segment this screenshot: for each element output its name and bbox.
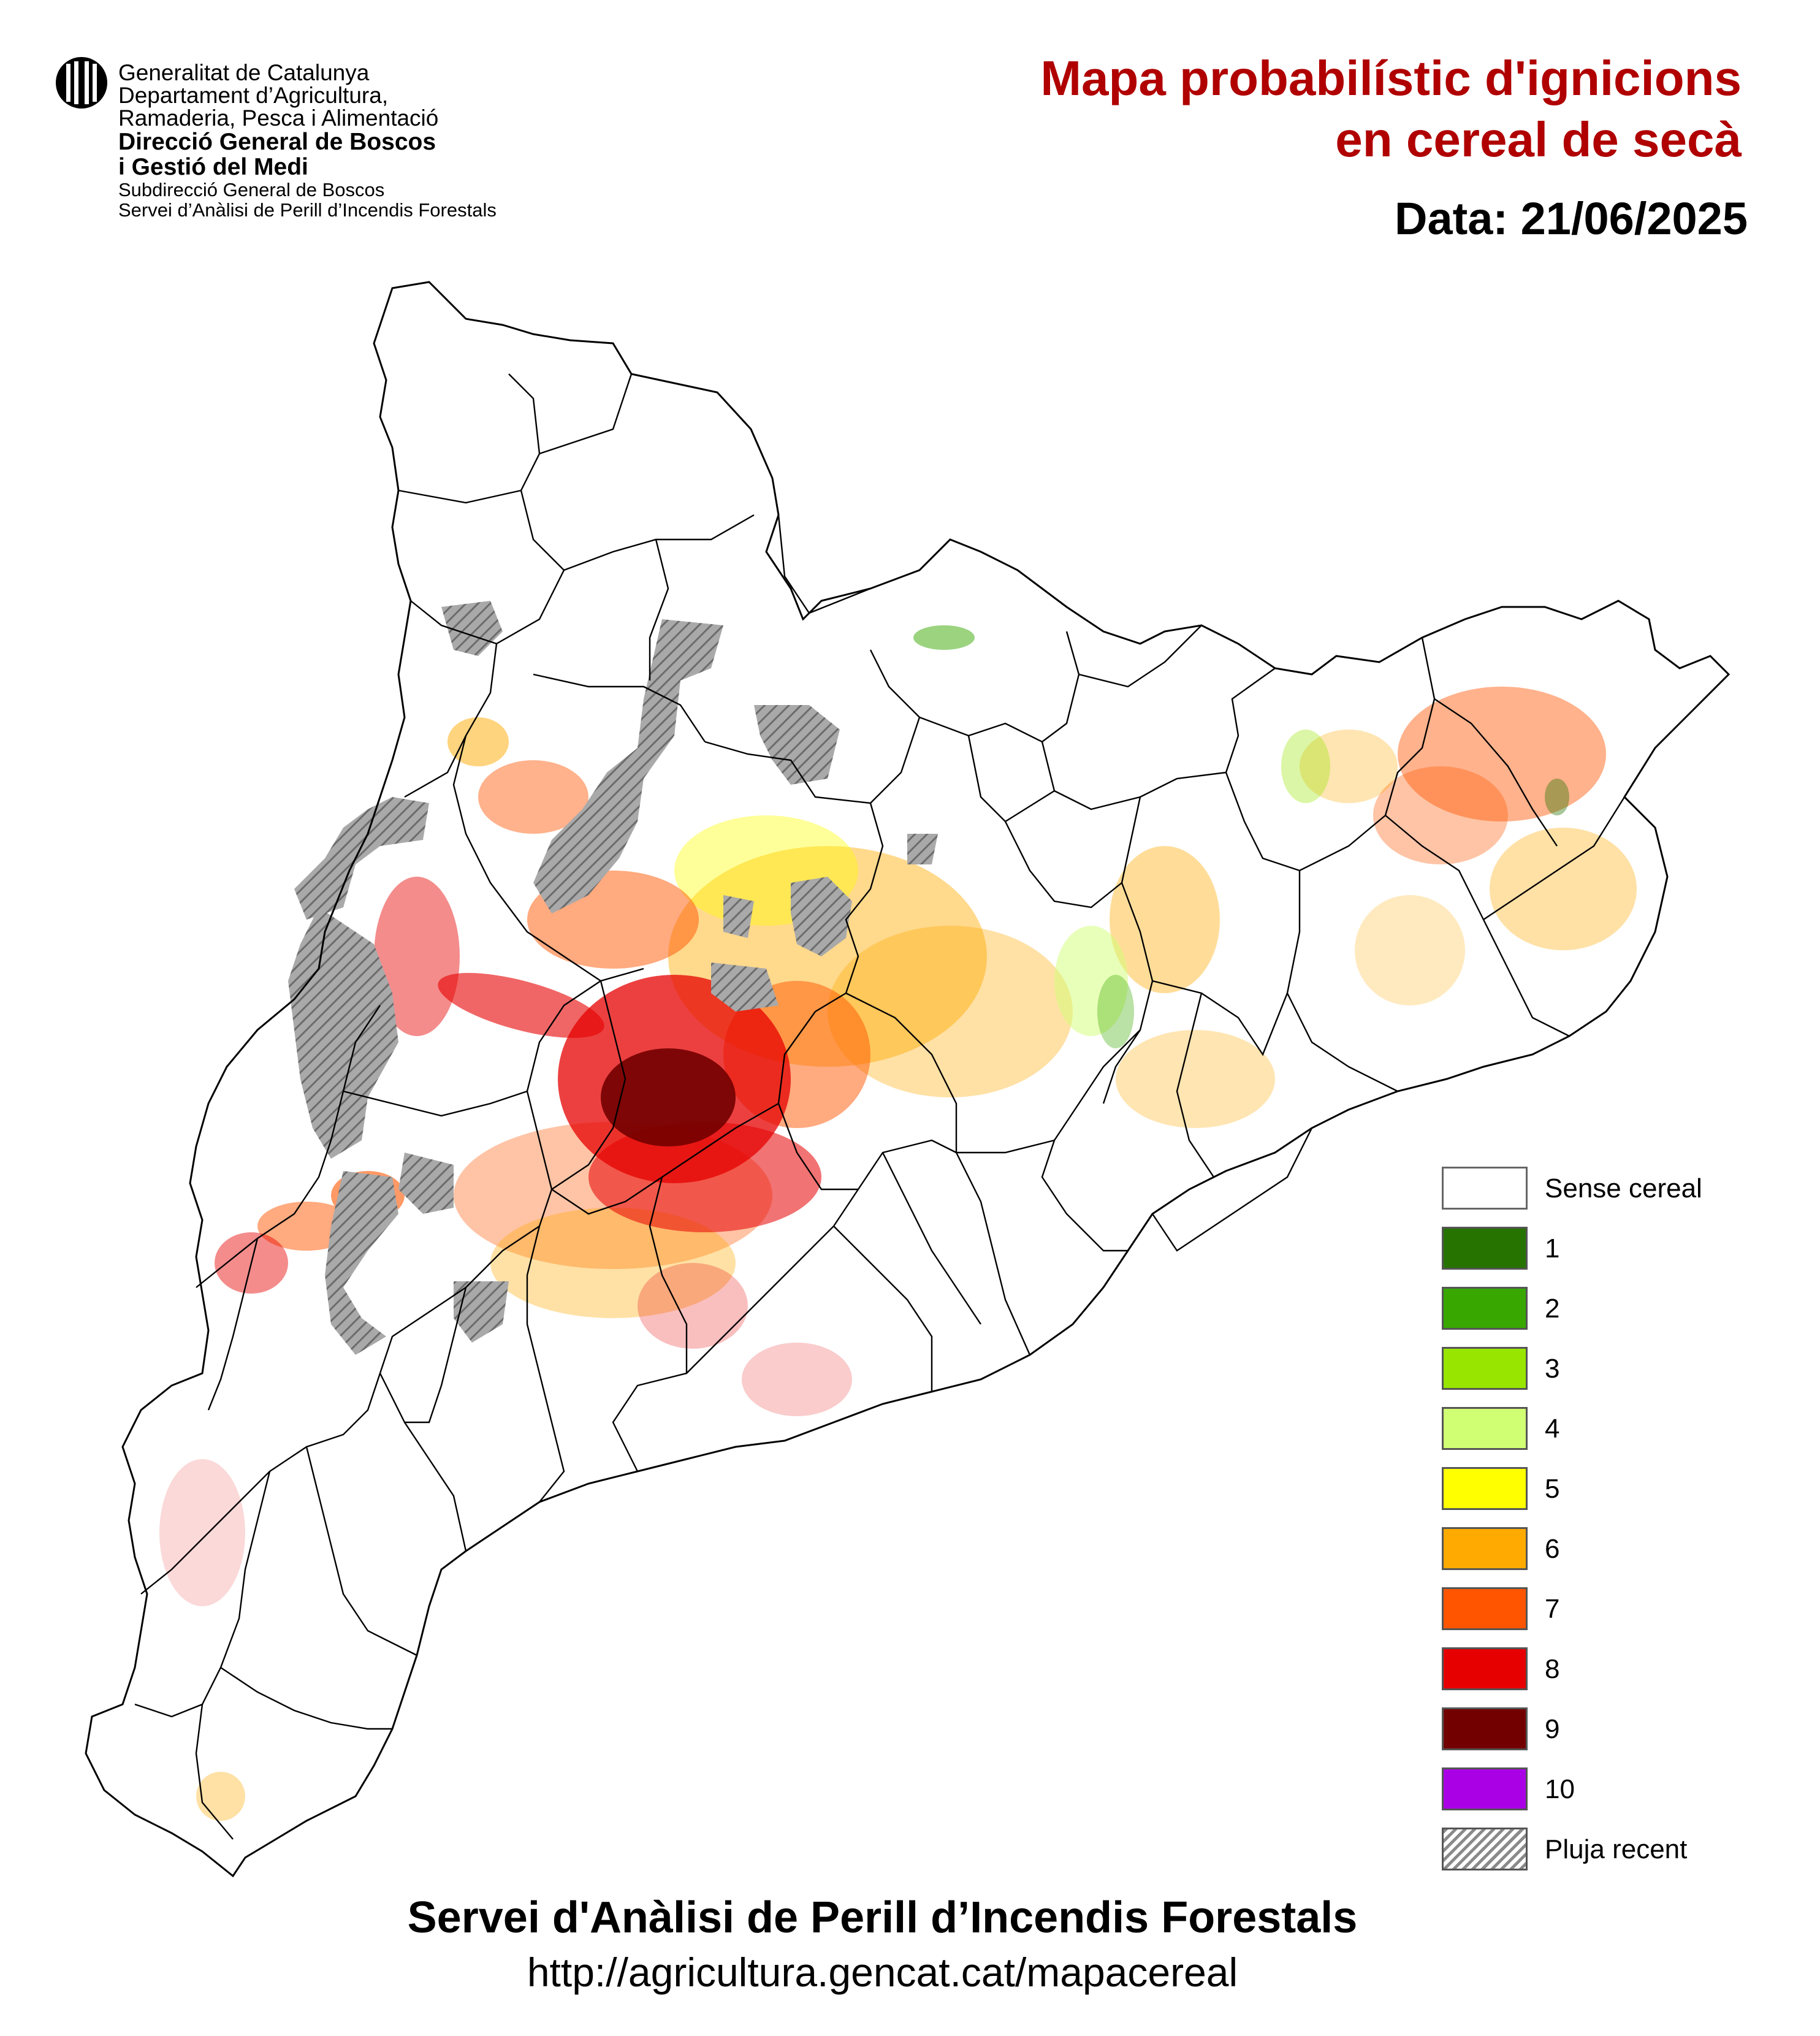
org-line-3: Ramaderia, Pesca i Alimentació — [118, 105, 439, 131]
org-line-1: Generalitat de Catalunya — [118, 60, 370, 85]
legend-label: 3 — [1545, 1354, 1560, 1384]
probability-patches — [159, 625, 1637, 1821]
legend-label: Sense cereal — [1545, 1173, 1702, 1203]
map-title-line-2: en cereal de secà — [1335, 112, 1742, 167]
legend-swatch — [1442, 1767, 1528, 1810]
legend-label: 7 — [1545, 1594, 1560, 1624]
org-line-2: Departament d’Agricultura, — [118, 83, 389, 108]
direction-line-1: Direcció General de Boscos — [118, 129, 436, 155]
legend-swatch-hatch — [1442, 1828, 1528, 1870]
generalitat-coat-of-arms-icon — [56, 57, 107, 109]
legend-swatch — [1442, 1647, 1528, 1690]
footer-title: Servei d'Anàlisi de Perill d’Incendis Fo… — [407, 1893, 1358, 1942]
legend-swatch — [1442, 1167, 1528, 1210]
legend-label: 9 — [1545, 1714, 1560, 1744]
legend-label: 1 — [1545, 1233, 1560, 1264]
map-title-line-1: Mapa probabilístic d'ignicions — [1040, 51, 1742, 105]
legend-label: 2 — [1545, 1294, 1560, 1324]
service-line-2: Servei d’Anàlisi de Perill d’Incendis Fo… — [118, 199, 497, 221]
map-date: Data: 21/06/2025 — [1395, 193, 1748, 244]
direction-line-2: i Gestió del Medi — [118, 154, 308, 180]
legend-label: 8 — [1545, 1654, 1560, 1684]
legend-swatch — [1442, 1227, 1528, 1270]
legend-swatch — [1442, 1527, 1528, 1570]
legend-swatch — [1442, 1587, 1528, 1630]
recent-rain-areas — [288, 601, 938, 1355]
legend-label: Pluja recent — [1545, 1834, 1688, 1864]
legend-label: 10 — [1545, 1774, 1575, 1804]
legend-label: 5 — [1545, 1474, 1560, 1504]
legend-swatch — [1442, 1347, 1528, 1390]
legend-swatch — [1442, 1707, 1528, 1750]
legend-label: 4 — [1545, 1414, 1560, 1444]
institution-block: Generalitat de Catalunya Departament d’A… — [118, 61, 497, 220]
legend-swatch — [1442, 1467, 1528, 1510]
footer-url[interactable]: http://agricultura.gencat.cat/mapacereal — [527, 1950, 1238, 1995]
service-line-1: Subdirecció General de Boscos — [118, 179, 385, 200]
legend-label: 6 — [1545, 1534, 1560, 1564]
map-title: Mapa probabilístic d'ignicions en cereal… — [1040, 48, 1742, 170]
legend-swatch — [1442, 1287, 1528, 1330]
legend-swatch — [1442, 1407, 1528, 1450]
